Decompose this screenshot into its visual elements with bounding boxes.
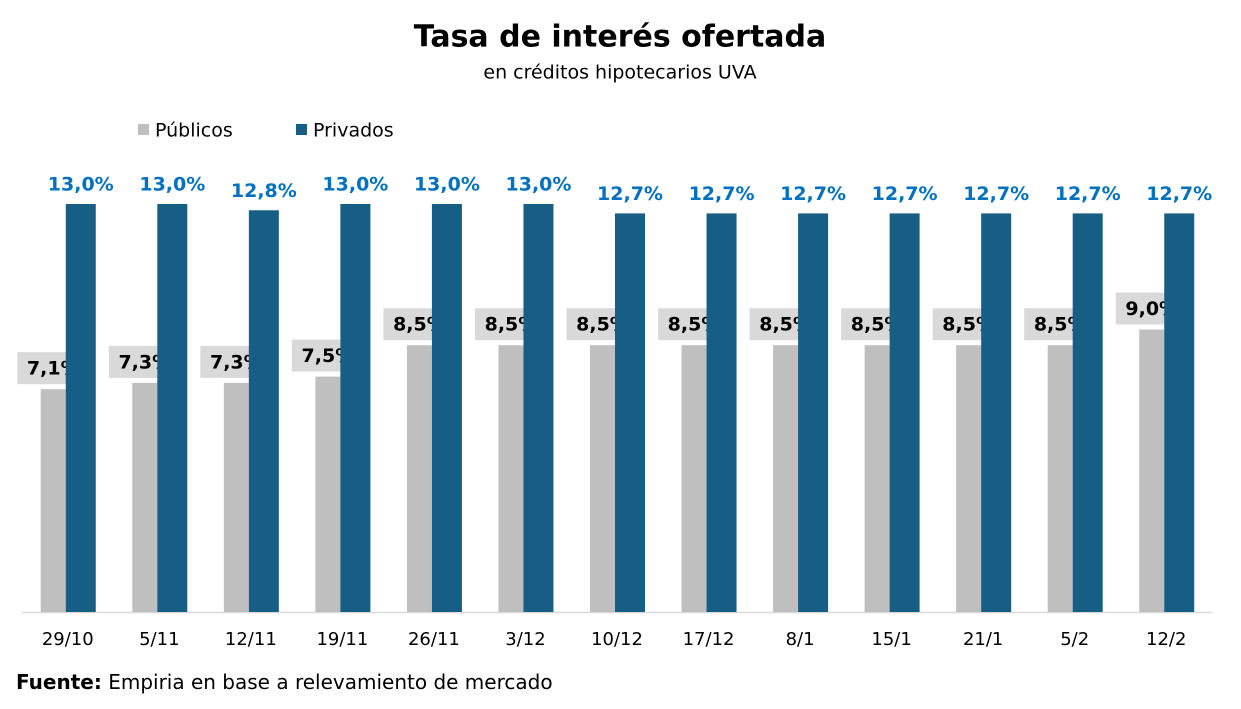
x-tick-label: 8/1 (786, 629, 815, 650)
value-label: 13,0% (48, 174, 114, 196)
bar (1164, 213, 1195, 612)
x-tick-label: 10/12 (591, 629, 643, 650)
value-label: 13,0% (414, 174, 480, 196)
bar (157, 204, 188, 612)
bar (315, 376, 341, 612)
bar (956, 345, 982, 612)
bar (40, 389, 66, 612)
bar (132, 382, 158, 612)
source-text: Empiria en base a relevamiento de mercad… (108, 670, 552, 694)
bar (1072, 213, 1103, 612)
x-tick-label: 12/11 (225, 629, 277, 650)
bar (340, 204, 371, 612)
value-label: 12,7% (597, 183, 663, 205)
value-label: 12,7% (1055, 183, 1121, 205)
x-tick-label: 21/1 (963, 629, 1003, 650)
bar (798, 213, 829, 612)
chart-subtitle: en créditos hipotecarios UVA (483, 62, 756, 84)
x-tick-label: 3/12 (505, 629, 545, 650)
value-label: 12,7% (780, 183, 846, 205)
bar (406, 345, 432, 612)
bar (523, 204, 554, 612)
x-tick-label: 15/1 (871, 629, 911, 650)
value-label: 12,7% (689, 183, 755, 205)
x-tick-label: 29/10 (42, 629, 94, 650)
bar (431, 204, 462, 612)
x-tick-label: 19/11 (316, 629, 368, 650)
source-label: Fuente: (16, 670, 102, 694)
chart-title: Tasa de interés ofertada (414, 20, 827, 55)
bar (706, 213, 737, 612)
x-tick-label: 5/11 (139, 629, 179, 650)
bar (223, 382, 249, 612)
legend-label: Privados (313, 120, 394, 142)
bar (889, 213, 920, 612)
bar (498, 345, 524, 612)
x-tick-label: 17/12 (683, 629, 735, 650)
value-label: 12,7% (1146, 183, 1212, 205)
bar (773, 345, 799, 612)
bar (681, 345, 707, 612)
bar (590, 345, 615, 612)
bar (1139, 329, 1165, 612)
bar (615, 213, 645, 612)
bar (65, 204, 96, 612)
bar (981, 213, 1012, 612)
value-label: 13,0% (139, 174, 205, 196)
bar (1047, 345, 1073, 612)
value-label: 12,7% (872, 183, 938, 205)
value-label: 13,0% (322, 174, 388, 196)
value-label: 12,8% (231, 180, 297, 202)
legend-label: Públicos (155, 120, 233, 142)
x-tick-label: 12/2 (1146, 629, 1186, 650)
value-label: 12,7% (963, 183, 1029, 205)
legend-swatch (138, 124, 149, 135)
legend-swatch (296, 124, 307, 135)
source: Fuente: Empiria en base a relevamiento d… (16, 670, 553, 694)
bar (248, 210, 279, 612)
x-tick-label: 5/2 (1060, 629, 1089, 650)
x-tick-label: 26/11 (408, 629, 460, 650)
bar (864, 345, 890, 612)
value-label: 13,0% (506, 174, 572, 196)
